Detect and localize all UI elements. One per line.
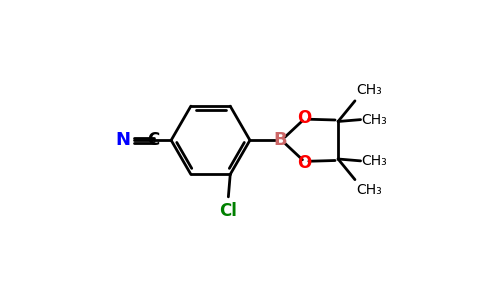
Text: N: N	[116, 131, 131, 149]
Text: C: C	[148, 131, 160, 149]
Text: O: O	[297, 154, 311, 172]
Text: CH₃: CH₃	[356, 183, 382, 197]
Text: O: O	[297, 109, 311, 127]
Text: CH₃: CH₃	[362, 154, 388, 168]
Text: CH₃: CH₃	[362, 112, 388, 127]
Text: Cl: Cl	[219, 202, 237, 220]
Text: CH₃: CH₃	[356, 83, 382, 97]
Text: B: B	[273, 131, 287, 149]
